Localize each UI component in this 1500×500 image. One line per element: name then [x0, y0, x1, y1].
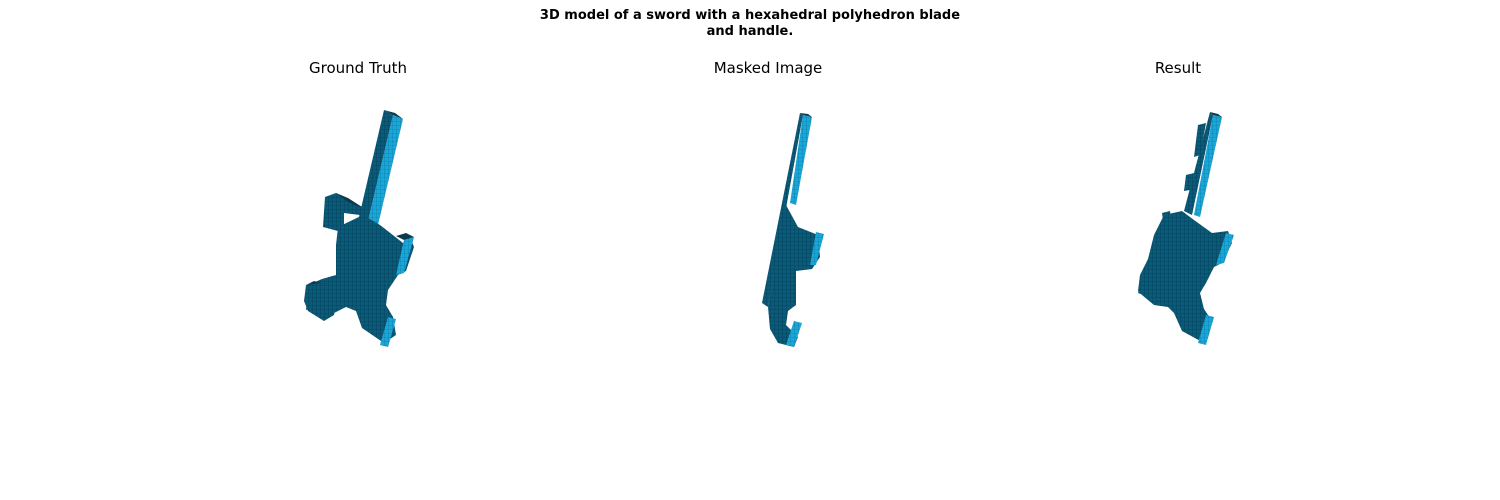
left-fragment	[1138, 287, 1158, 299]
handle-side	[786, 321, 802, 347]
cross-center	[306, 215, 414, 343]
blade-top	[800, 113, 812, 117]
panel-ground-truth: Ground Truth	[148, 55, 568, 475]
guard-right-side	[396, 237, 414, 275]
guard-right	[768, 205, 820, 347]
figure-title-line-2: and handle.	[706, 24, 794, 39]
panel-result: Result	[968, 55, 1388, 475]
panel-title-result: Result	[1154, 59, 1202, 77]
blade-fragment	[1194, 123, 1206, 157]
guard-right-side	[1216, 233, 1234, 265]
panel-masked-image: Masked Image	[558, 55, 978, 475]
blade-side	[1194, 115, 1222, 217]
voxel-render-result	[1138, 112, 1234, 345]
panel-title-masked-image: Masked Image	[713, 59, 823, 77]
blade-top	[1210, 112, 1222, 117]
voxel-render-masked-image	[762, 113, 824, 347]
blade-top	[384, 110, 403, 119]
handle-side	[1198, 315, 1214, 345]
blade-side	[790, 115, 812, 205]
guard-lower-left	[304, 283, 338, 321]
blade-fragment	[1184, 173, 1194, 191]
cross-center	[1138, 211, 1232, 343]
blade-front	[762, 113, 803, 307]
handle-side	[380, 317, 396, 347]
blade-front	[1184, 112, 1213, 215]
guard-right-side	[810, 232, 824, 265]
voxel-render-ground-truth	[304, 110, 414, 347]
panel-title-ground-truth: Ground Truth	[309, 59, 407, 77]
figure-title-line-1: 3D model of a sword with a hexahedral po…	[539, 8, 961, 23]
figure-title: 3D model of a sword with a hexahedral po…	[0, 8, 1500, 40]
left-fragment	[1162, 211, 1172, 227]
blade-front	[359, 110, 393, 221]
blade-side	[368, 115, 403, 225]
